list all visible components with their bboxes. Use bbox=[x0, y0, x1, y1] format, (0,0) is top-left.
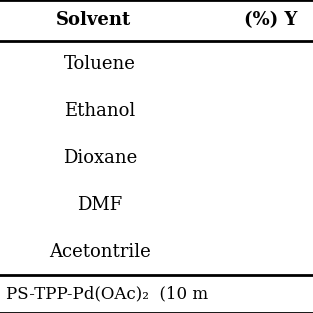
Text: Acetontrile: Acetontrile bbox=[49, 243, 151, 261]
Text: (%) Y: (%) Y bbox=[244, 11, 298, 29]
Text: DMF: DMF bbox=[78, 196, 123, 214]
Text: Solvent: Solvent bbox=[56, 11, 131, 29]
Text: Ethanol: Ethanol bbox=[64, 102, 136, 120]
Text: Dioxane: Dioxane bbox=[63, 149, 137, 167]
Text: PS-TPP-Pd(OAc)₂  (10 m: PS-TPP-Pd(OAc)₂ (10 m bbox=[6, 286, 208, 303]
Text: Toluene: Toluene bbox=[64, 55, 136, 73]
